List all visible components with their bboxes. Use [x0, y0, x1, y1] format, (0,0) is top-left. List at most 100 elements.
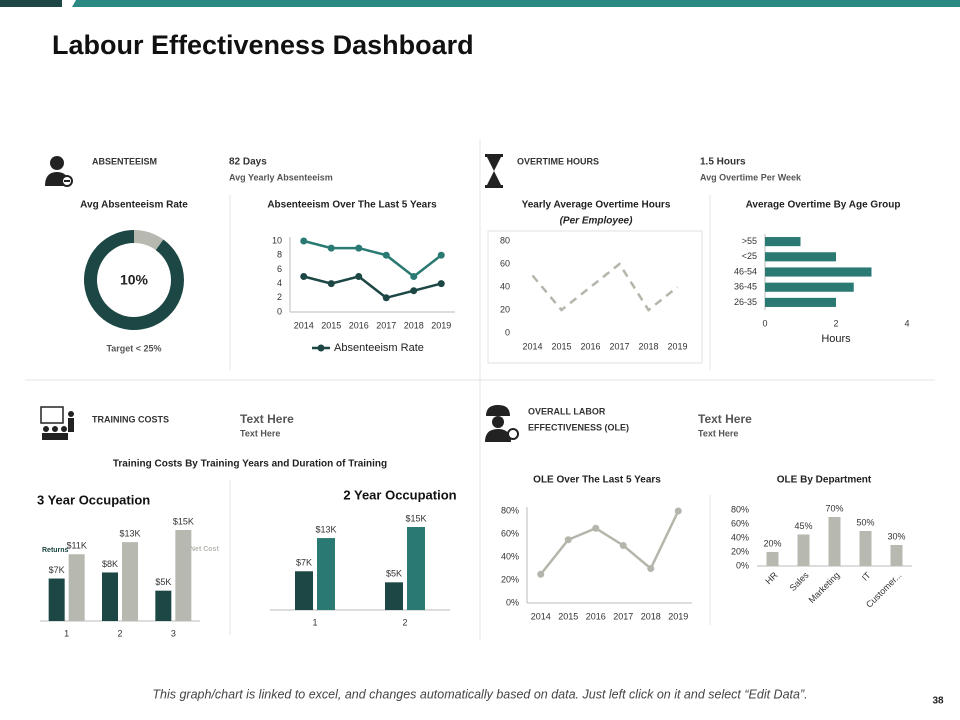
x-tick-label: 4	[904, 318, 909, 328]
footer-note: This graph/chart is linked to excel, and…	[152, 687, 807, 701]
y-tick-label: 20	[500, 304, 510, 314]
x-tick-label: 2016	[349, 320, 369, 330]
data-label: $15K	[405, 513, 426, 523]
line-marker	[437, 251, 445, 259]
line-marker	[647, 565, 655, 572]
data-label: $13K	[119, 529, 140, 539]
x-tick-label: 2	[117, 628, 122, 638]
chart-title: Average Overtime By Age Group	[746, 200, 901, 211]
y-tick-label: 46-54	[734, 266, 757, 276]
bar	[68, 554, 85, 621]
line-marker	[355, 273, 363, 280]
data-label: $5K	[155, 577, 171, 587]
line-marker	[382, 294, 390, 302]
x-tick-label: 2016	[586, 611, 606, 621]
bar	[765, 267, 872, 277]
kpi-caption: Text Here	[698, 428, 738, 438]
data-label: 45%	[794, 521, 812, 531]
bar	[765, 297, 836, 307]
bar	[295, 571, 313, 610]
chart-title: Avg Absenteeism Rate	[80, 200, 188, 211]
bar	[175, 530, 192, 621]
kpi-value: 82 Days	[229, 157, 267, 168]
line-marker	[564, 536, 572, 544]
y-tick-label: 0%	[736, 560, 749, 570]
x-tick-label: IT	[860, 570, 873, 583]
x-tick-label: 2015	[551, 341, 571, 351]
section-heading: ABSENTEEISM	[92, 156, 157, 166]
x-tick-label: 2017	[613, 611, 633, 621]
kpi-caption: Text Here	[240, 428, 280, 438]
x-tick-label: 2	[402, 617, 407, 627]
y-tick-label: 40%	[731, 532, 749, 542]
section-heading: OVERTIME HOURS	[517, 156, 599, 166]
data-label: 70%	[825, 503, 843, 513]
data-label: $15K	[173, 516, 194, 526]
section-heading: TRAINING COSTS	[92, 414, 169, 424]
line-marker	[382, 251, 390, 259]
y-tick-label: 26-35	[734, 297, 757, 307]
line-marker	[537, 570, 545, 578]
data-label: $7K	[49, 565, 65, 575]
y-tick-label: 0%	[506, 597, 519, 607]
bar	[155, 590, 172, 621]
training-icon	[40, 406, 74, 440]
header-band	[0, 0, 62, 7]
bar	[797, 534, 810, 566]
x-axis-label: Hours	[821, 333, 851, 345]
y-tick-label: 2	[277, 292, 282, 302]
y-tick-label: 60%	[501, 528, 519, 538]
y-tick-label: 20%	[731, 546, 749, 556]
bar	[48, 578, 65, 621]
bar	[122, 542, 138, 621]
section-heading: EFFECTIVENESS (OLE)	[528, 422, 629, 432]
chart-subtitle: (Per Employee)	[560, 216, 633, 227]
line-marker	[300, 237, 308, 245]
y-tick-label: 4	[277, 278, 282, 288]
bar	[828, 517, 841, 566]
data-label: $7K	[296, 558, 312, 568]
page-title: Labour Effectiveness Dashboard	[52, 30, 474, 60]
x-tick-label: 2018	[638, 341, 658, 351]
absenteeism-icon	[45, 156, 73, 187]
y-tick-label: <25	[742, 251, 757, 261]
kpi-caption: Avg Yearly Absenteeism	[229, 172, 333, 182]
y-tick-label: >55	[742, 236, 757, 246]
bar	[317, 538, 335, 610]
x-tick-label: 2018	[404, 320, 424, 330]
x-tick-label: 2014	[294, 320, 314, 330]
section-heading: OVERALL LABOR	[528, 406, 606, 416]
x-tick-label: 2	[833, 318, 838, 328]
y-tick-label: 0	[277, 306, 282, 316]
line-series	[539, 510, 680, 576]
kpi-value: Text Here	[698, 412, 752, 426]
page-number: 38	[932, 696, 944, 707]
line-series	[303, 239, 443, 279]
line-marker	[300, 273, 308, 280]
legend-marker	[317, 344, 325, 352]
bar	[385, 582, 403, 610]
chart-title: 2 Year Occupation	[343, 487, 456, 502]
legend-label: Net Cost	[190, 546, 219, 553]
legend-label: Absenteeism Rate	[334, 342, 424, 354]
y-tick-label: 6	[277, 264, 282, 274]
x-tick-label: Marketing	[807, 570, 842, 605]
y-tick-label: 80%	[501, 505, 519, 515]
y-tick-label: 80	[500, 235, 510, 245]
x-tick-label: 1	[64, 628, 69, 638]
line-marker	[410, 273, 418, 280]
legend-label: Returns	[42, 547, 69, 554]
chart-title: OLE By Department	[777, 475, 872, 486]
kpi-value: Text Here	[240, 412, 294, 426]
donut-label: 10%	[120, 272, 149, 288]
donut-slice	[134, 230, 164, 251]
line-marker	[327, 280, 335, 288]
data-label: $13K	[315, 524, 336, 534]
bar	[859, 531, 872, 566]
line-marker	[619, 542, 627, 549]
overtime-icon	[485, 154, 503, 188]
bar	[765, 237, 801, 247]
line-marker	[410, 287, 418, 295]
x-tick-label: 2019	[667, 341, 687, 351]
